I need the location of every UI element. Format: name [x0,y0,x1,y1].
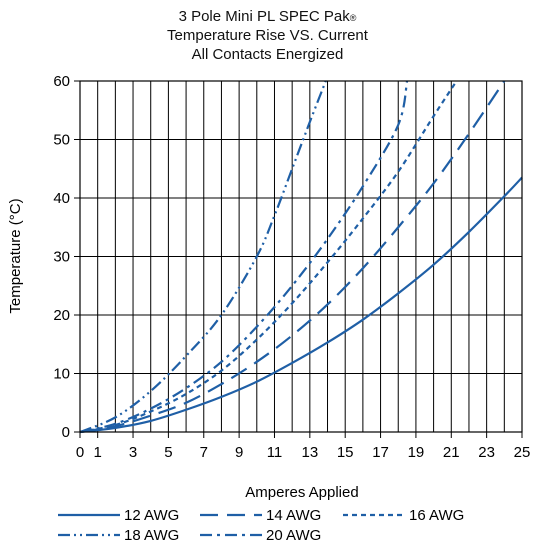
x-tick-label: 13 [301,444,318,461]
legend-label: 12 AWG [124,507,179,524]
x-tick-label: 0 [76,444,84,461]
x-tick-label: 21 [443,444,460,461]
x-tick-label: 23 [478,444,495,461]
legend-label: 14 AWG [266,507,321,524]
chart-title-line-3: All Contacts Energized [191,46,344,63]
y-tick-label: 20 [53,307,70,324]
y-tick-label: 50 [53,132,70,149]
x-tick-label: 17 [372,444,389,461]
x-tick-label: 5 [164,444,172,461]
x-tick-label: 25 [514,444,531,461]
y-axis-label: Temperature (°C) [7,198,24,313]
series-line-16-awg [79,80,458,434]
y-tick-label: 30 [53,249,70,266]
series-line-20-awg [79,80,409,434]
y-tick-label: 60 [53,73,70,90]
x-tick-label: 3 [129,444,137,461]
chart-title-line-1: 3 Pole Mini PL SPEC Pak® [178,8,357,25]
legend-label: 16 AWG [409,507,464,524]
x-tick-label: 15 [337,444,354,461]
y-tick-label: 40 [53,190,70,207]
y-tick-label: 10 [53,366,70,383]
legend-label: 18 AWG [124,527,179,544]
series-line-12-awg [79,176,523,434]
chart-title-line-2: Temperature Rise VS. Current [167,27,368,44]
x-tick-label: 9 [235,444,243,461]
series-line-18-awg [79,80,327,434]
registered-mark: ® [349,13,357,23]
x-tick-label: 11 [267,444,283,461]
x-tick-label: 1 [94,444,102,461]
series-line-14-awg [79,80,506,434]
x-axis-label: Amperes Applied [245,484,358,501]
x-tick-label: 19 [408,444,425,461]
legend-label: 20 AWG [266,527,321,544]
y-tick-label: 0 [62,424,70,441]
x-tick-label: 7 [200,444,208,461]
